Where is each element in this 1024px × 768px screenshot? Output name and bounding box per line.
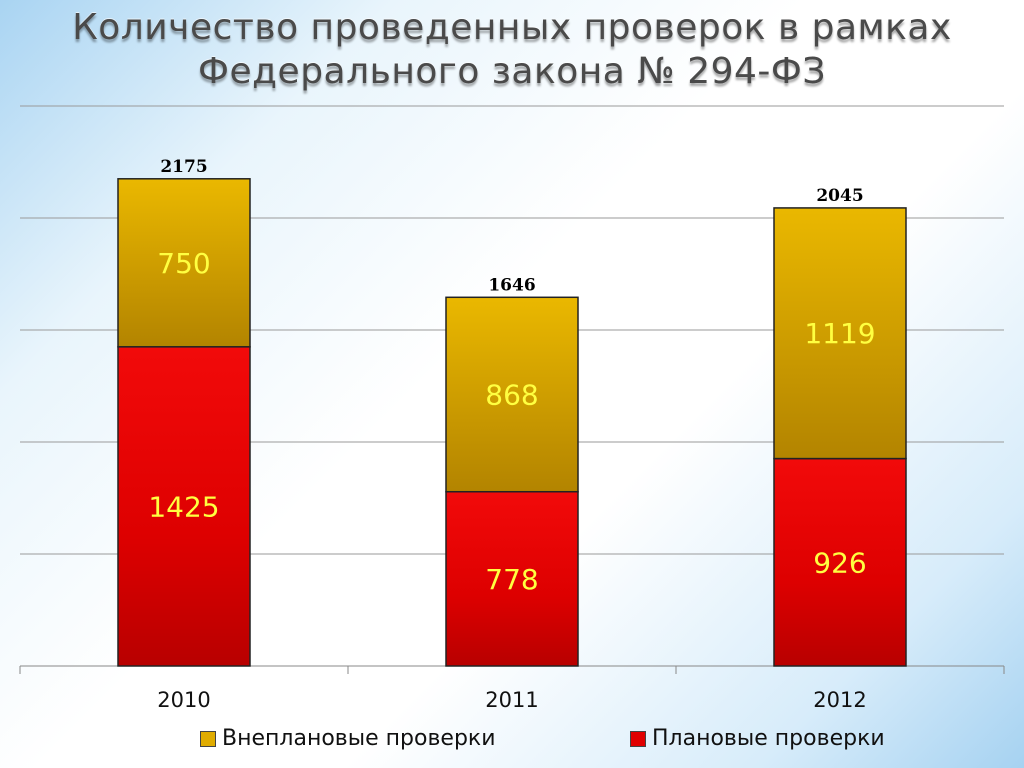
x-tick-label: 2010 [157, 688, 210, 712]
x-tick-label: 2012 [813, 688, 866, 712]
data-label-value: 1119 [804, 317, 875, 350]
bars [117, 178, 907, 667]
legend-label-unplanned: Внеплановые проверки [222, 726, 496, 751]
legend-label-planned: Плановые проверки [652, 726, 885, 751]
bar-segment-unplanned [117, 178, 251, 348]
data-label-total: 2045 [816, 186, 863, 206]
slide-title: Количество проведенных проверок в рамках… [0, 6, 1024, 94]
slide-title-line-1: Количество проведенных проверок в рамках [72, 7, 952, 48]
legend: Внеплановые проверки Плановые проверки [0, 726, 1024, 760]
data-labels: 1425 750 2175 778 868 1646 926 1119 2045 [148, 157, 875, 596]
x-axis: 2010 2011 2012 [19, 666, 1005, 712]
slide-title-line-2: Федерального закона № 294-ФЗ [198, 51, 826, 92]
data-label-total: 1646 [488, 275, 535, 295]
legend-item-unplanned: Внеплановые проверки [200, 726, 496, 751]
data-label-value: 868 [485, 379, 538, 412]
data-label-total: 2175 [160, 157, 207, 177]
bar-segment-unplanned [773, 207, 907, 460]
bar-segment-planned [773, 457, 907, 667]
data-label-value: 778 [485, 563, 538, 596]
data-label-value: 926 [813, 546, 866, 579]
bar-segment-planned [117, 346, 251, 667]
x-tick-label: 2011 [485, 688, 538, 712]
legend-swatch-planned [630, 730, 646, 747]
data-label-value: 1425 [148, 490, 219, 523]
legend-item-planned: Плановые проверки [630, 726, 885, 751]
data-label-value: 750 [157, 247, 210, 280]
legend-swatch-unplanned [200, 730, 216, 747]
bar-segment-unplanned [445, 296, 579, 493]
